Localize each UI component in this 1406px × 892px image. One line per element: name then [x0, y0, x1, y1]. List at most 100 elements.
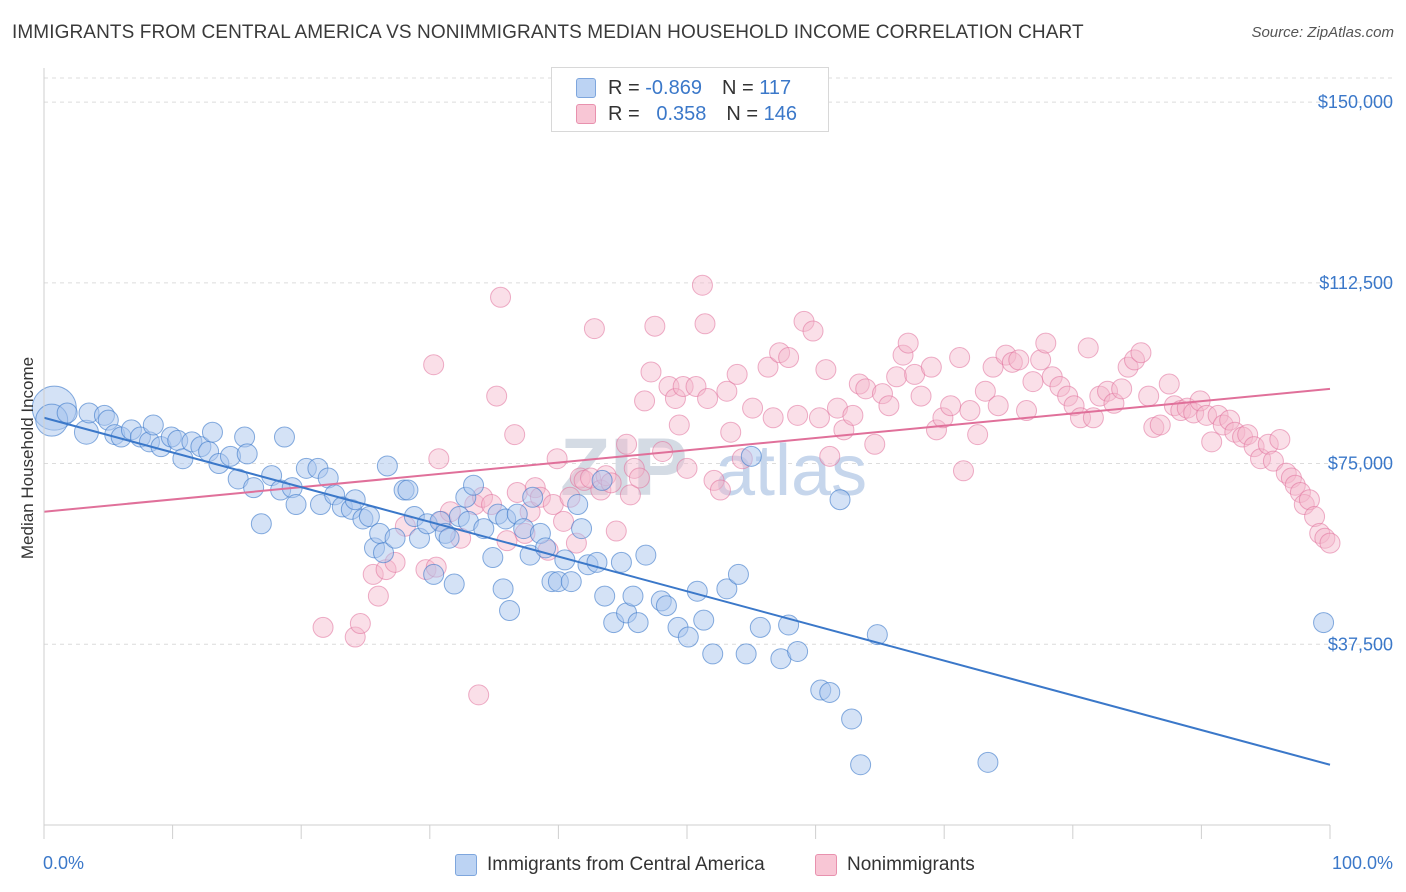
- nonimmigrants-point: [619, 484, 641, 506]
- nonimmigrants-point: [1138, 385, 1160, 407]
- central-america-point: [384, 527, 406, 549]
- nonimmigrants-point: [634, 390, 656, 412]
- nonimmigrants-point: [676, 457, 698, 479]
- nonimmigrants-point: [967, 424, 989, 446]
- nonimmigrants-point: [1063, 395, 1085, 417]
- nonimmigrants-point: [952, 460, 974, 482]
- axes: [43, 68, 1331, 839]
- central-america-point: [554, 549, 576, 571]
- nonimmigrants-point: [815, 359, 837, 381]
- nonimmigrants-point: [819, 445, 841, 467]
- nonimmigrants-point: [668, 414, 690, 436]
- legend-n-label: N =: [721, 76, 754, 99]
- nonimmigrants-point: [312, 616, 334, 638]
- chart-title: IMMIGRANTS FROM CENTRAL AMERICA VS NONIM…: [12, 22, 1084, 43]
- central-america-point: [571, 518, 593, 540]
- nonimmigrants-point: [1219, 409, 1241, 431]
- nonimmigrants-point: [720, 421, 742, 443]
- central-america-point: [376, 455, 398, 477]
- central-america-point: [482, 547, 504, 569]
- nonimmigrants-point: [949, 347, 971, 369]
- central-america-point: [499, 600, 521, 622]
- nonimmigrants-point: [940, 395, 962, 417]
- nonimmigrants-point: [428, 448, 450, 470]
- nonimmigrants-point: [726, 363, 748, 385]
- nonimmigrants-point: [1201, 431, 1223, 453]
- central-america-point: [702, 643, 724, 665]
- bottom-legend-swatch-pink: [815, 854, 837, 876]
- bottom-legend-central-america: Immigrants from Central America: [455, 852, 765, 878]
- central-america-point: [749, 616, 771, 638]
- nonimmigrants-point: [808, 407, 830, 429]
- chart-source: Source: ZipAtlas.com: [1251, 24, 1394, 41]
- y-tick-labels: $37,500 $75,000 $112,500 $150,000: [1318, 92, 1393, 654]
- nonimmigrants-point: [910, 385, 932, 407]
- central-america-point: [438, 527, 460, 549]
- nonimmigrants-point: [959, 400, 981, 422]
- central-america-point: [56, 402, 78, 424]
- central-america-point: [443, 573, 465, 595]
- bottom-legend-nonimmigrants: Nonimmigrants: [815, 852, 975, 878]
- nonimmigrants-point: [1304, 506, 1326, 528]
- nonimmigrants-point: [583, 318, 605, 340]
- nonimmigrants-point: [1237, 424, 1259, 446]
- nonimmigrants-point: [644, 315, 666, 337]
- nonimmigrants-point: [1183, 402, 1205, 424]
- legend-row-nonimmigrants: R = 0.358 N = 146: [576, 102, 797, 126]
- nonimmigrants-point: [605, 520, 627, 542]
- nonimmigrants-point: [842, 404, 864, 426]
- nonimmigrants-point: [886, 366, 908, 388]
- central-america-point: [373, 542, 395, 564]
- nonimmigrants-point: [1030, 349, 1052, 371]
- central-america-point: [1313, 612, 1335, 634]
- nonimmigrants-point: [664, 387, 686, 409]
- nonimmigrants-point: [344, 626, 366, 648]
- central-america-point: [655, 595, 677, 617]
- central-america-point: [866, 624, 888, 646]
- bottom-legend-swatch-blue: [455, 854, 477, 876]
- central-america-point: [841, 708, 863, 730]
- nonimmigrants-point: [1158, 373, 1180, 395]
- nonimmigrants-point: [1243, 436, 1265, 458]
- central-america-point: [560, 571, 582, 593]
- legend-row-central-america: R = -0.869 N = 117: [576, 76, 791, 100]
- nonimmigrants-point: [802, 320, 824, 342]
- central-america-point: [201, 421, 223, 443]
- bottom-legend-label: Nonimmigrants: [847, 854, 975, 875]
- nonimmigrants-point: [787, 404, 809, 426]
- nonimmigrants-point: [553, 510, 575, 532]
- nonimmigrants-point: [1298, 489, 1320, 511]
- central-america-point: [423, 563, 445, 585]
- central-america-point: [522, 486, 544, 508]
- legend-n-value: 117: [759, 76, 792, 99]
- central-america-trend-line: [43, 416, 1331, 766]
- central-america-point: [273, 426, 295, 448]
- nonimmigrants-point: [1262, 450, 1284, 472]
- nonimmigrants-point: [691, 274, 713, 296]
- nonimmigrants-point: [1196, 404, 1218, 426]
- central-america-point: [397, 479, 419, 501]
- correlation-legend: R = -0.869 N = 117 R = 0.358 N = 146: [551, 67, 829, 132]
- nonimmigrants-point: [932, 407, 954, 429]
- central-america-point: [622, 585, 644, 607]
- nonimmigrants-point: [892, 344, 914, 366]
- nonimmigrants-point: [1077, 337, 1099, 359]
- nonimmigrants-point: [974, 380, 996, 402]
- nonimmigrants-point: [920, 356, 942, 378]
- y-tick-label: $150,000: [1318, 92, 1393, 112]
- nonimmigrants-point: [697, 387, 719, 409]
- nonimmigrants-point: [367, 585, 389, 607]
- nonimmigrants-point: [709, 479, 731, 501]
- nonimmigrants-point: [616, 433, 638, 455]
- nonimmigrants-point: [1016, 400, 1038, 422]
- nonimmigrants-point: [716, 380, 738, 402]
- nonimmigrants-point: [1289, 481, 1311, 503]
- y-tick-label: $75,000: [1328, 454, 1393, 474]
- central-america-point: [594, 585, 616, 607]
- central-america-point: [850, 754, 872, 776]
- central-america-point: [492, 578, 514, 600]
- legend-n-value: 146: [763, 102, 798, 125]
- legend-r-value: -0.869: [645, 76, 702, 99]
- nonimmigrants-point: [1149, 414, 1171, 436]
- nonimmigrants-point: [1319, 532, 1341, 554]
